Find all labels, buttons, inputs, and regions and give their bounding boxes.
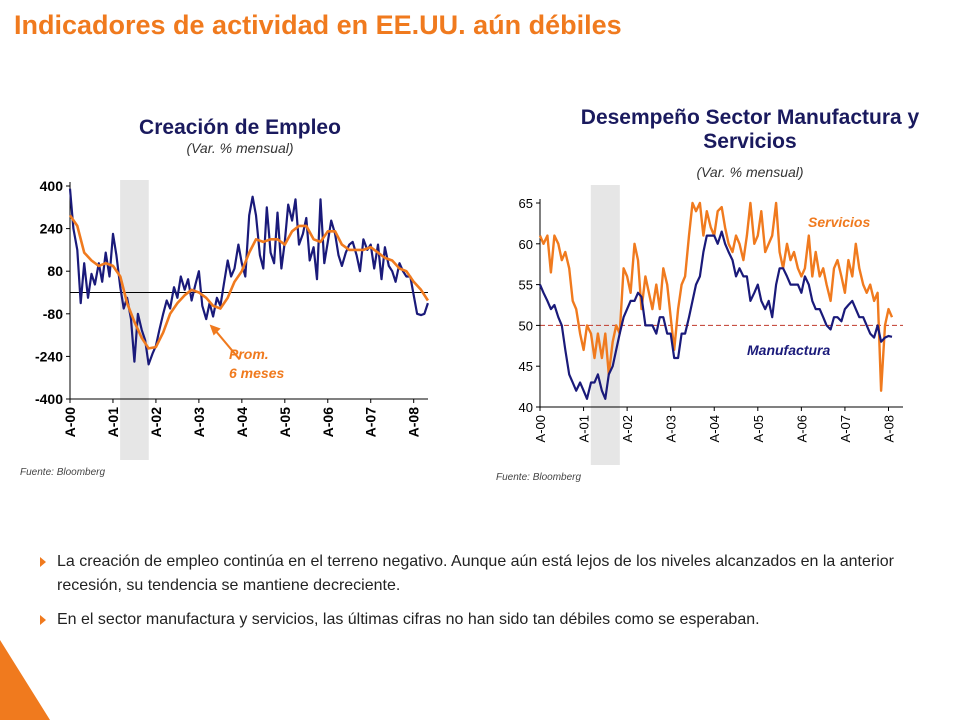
x-tick-label: A-04 xyxy=(234,407,250,438)
y-tick-label: 400 xyxy=(40,178,64,194)
x-tick-label: A-03 xyxy=(191,407,207,438)
employment-chart-subtitle: (Var. % mensual) xyxy=(186,140,294,156)
sector-chart-title: Desempeño Sector Manufactura y Servicios xyxy=(580,106,920,153)
x-tick-label: A-08 xyxy=(881,415,896,442)
x-tick-label: A-07 xyxy=(838,415,853,442)
y-tick-label: 50 xyxy=(519,318,533,333)
x-tick-label: A-05 xyxy=(751,415,766,442)
y-tick-label: 80 xyxy=(47,263,63,279)
x-tick-label: A-06 xyxy=(320,407,336,438)
slide-title: Indicadores de actividad en EE.UU. aún d… xyxy=(14,10,622,40)
y-tick-label: 40 xyxy=(519,400,533,415)
x-tick-label: A-00 xyxy=(533,415,548,442)
bullet-list: La creación de empleo continúa en el ter… xyxy=(40,550,920,642)
corner-decoration xyxy=(0,640,50,720)
sector-chart: 65 60 55 50 45 40A-00 A-01 A-02 A-03 A-04 A-05 A-06… xyxy=(519,185,903,465)
bullet-arrow-icon xyxy=(40,615,46,625)
annotation-arrow xyxy=(212,327,241,361)
annotation-label: 6 meses xyxy=(229,365,284,381)
x-tick-label: A-07 xyxy=(363,407,379,438)
y-tick-label: 45 xyxy=(519,359,533,374)
x-tick-label: A-06 xyxy=(794,415,809,442)
y-tick-label: -240 xyxy=(35,348,63,364)
bullet-arrow-icon xyxy=(40,557,46,567)
bullet-item: En el sector manufactura y servicios, la… xyxy=(40,608,920,632)
employment-chart-title: Creación de Empleo xyxy=(139,116,341,139)
bullet-text: En el sector manufactura y servicios, la… xyxy=(57,611,760,628)
manufacturing-series-label: Manufactura xyxy=(747,342,830,358)
bullet-text: La creación de empleo continúa en el ter… xyxy=(57,553,895,594)
x-tick-label: A-05 xyxy=(277,407,293,438)
sector-chart-subtitle: (Var. % mensual) xyxy=(696,164,804,180)
y-tick-label: 60 xyxy=(519,237,533,252)
x-tick-label: A-08 xyxy=(406,407,422,438)
y-tick-label: 65 xyxy=(519,196,533,211)
annotation-arrowhead xyxy=(209,324,221,336)
annotation-label: Prom. xyxy=(229,346,269,362)
y-tick-label: -400 xyxy=(35,391,63,407)
x-tick-label: A-01 xyxy=(577,415,592,442)
y-tick-label: 55 xyxy=(519,278,533,293)
x-tick-label: A-02 xyxy=(620,415,635,442)
x-tick-label: A-00 xyxy=(62,407,78,438)
sector-chart-source: Fuente: Bloomberg xyxy=(496,472,582,483)
x-tick-label: A-03 xyxy=(664,415,679,442)
x-tick-label: A-04 xyxy=(707,415,722,442)
bullet-item: La creación de empleo continúa en el ter… xyxy=(40,550,920,598)
services-series-line xyxy=(538,201,894,392)
six-month-average-line xyxy=(68,214,429,350)
employment-chart-source: Fuente: Bloomberg xyxy=(20,467,106,478)
x-tick-label: A-01 xyxy=(105,407,121,438)
y-tick-label: 240 xyxy=(40,221,64,237)
services-series-label: Servicios xyxy=(808,214,870,230)
y-tick-label: -80 xyxy=(43,306,63,322)
manufacturing-series-line xyxy=(538,230,893,400)
x-tick-label: A-02 xyxy=(148,407,164,438)
